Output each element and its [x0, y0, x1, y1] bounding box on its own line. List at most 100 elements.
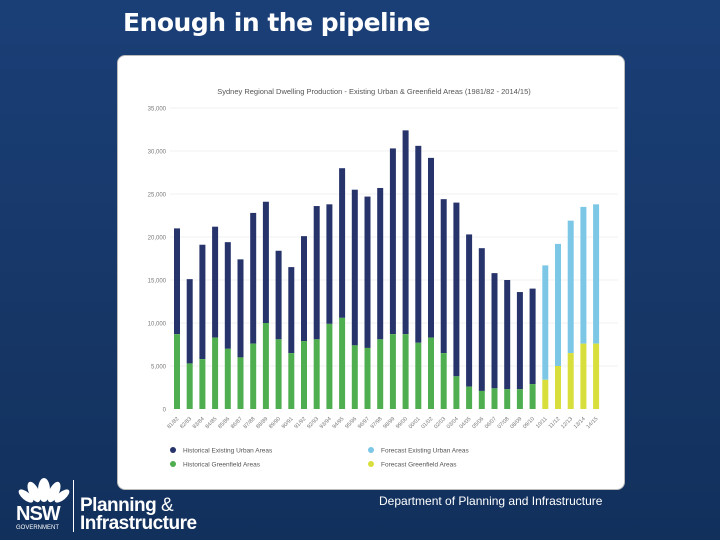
- bar-historical-greenfield: [212, 337, 219, 409]
- x-tick-label: 90/91: [281, 416, 295, 430]
- y-tick-label: 20,000: [148, 236, 167, 242]
- logo-government-text: GOVERNMENT: [16, 525, 60, 531]
- bar-historical-greenfield: [491, 388, 498, 409]
- bar-historical-urban: [364, 196, 371, 348]
- bar-forecast-urban: [593, 204, 600, 344]
- x-tick-label: 91/92: [293, 416, 307, 430]
- bar-forecast-urban: [542, 265, 549, 380]
- bar-historical-urban: [377, 187, 384, 340]
- legend-label: Forecast Existing Urban Areas: [381, 448, 470, 455]
- bar-historical-greenfield: [504, 389, 511, 409]
- legend-label: Historical Existing Urban Areas: [183, 448, 273, 455]
- bar-historical-greenfield: [466, 386, 473, 409]
- bar-historical-urban: [415, 145, 422, 343]
- x-tick-label: 13/14: [573, 416, 587, 430]
- x-tick-label: 98/99: [382, 416, 396, 430]
- x-tick-label: 02/03: [433, 416, 447, 430]
- bar-historical-urban: [301, 236, 307, 342]
- bar-historical-greenfield: [364, 347, 371, 409]
- x-tick-label: 86/87: [230, 416, 244, 430]
- y-tick-label: 5,000: [151, 365, 167, 371]
- bar-historical-greenfield: [326, 323, 333, 409]
- bar-historical-urban: [339, 168, 346, 318]
- x-tick-label: 05/06: [471, 416, 485, 430]
- bar-historical-greenfield: [428, 337, 434, 409]
- bar-historical-greenfield: [186, 363, 193, 409]
- x-tick-label: 83/84: [192, 416, 206, 430]
- y-tick-label: 30,000: [148, 150, 167, 156]
- bar-historical-greenfield: [453, 376, 460, 409]
- bar-forecast-greenfield: [593, 343, 600, 409]
- x-tick-label: 85/86: [217, 416, 231, 430]
- chart-title: Sydney Regional Dwelling Production - Ex…: [217, 87, 531, 96]
- bar-historical-urban: [402, 130, 409, 335]
- bar-historical-urban: [326, 204, 333, 324]
- x-tick-label: 01/02: [420, 416, 434, 430]
- bar-historical-greenfield: [389, 334, 396, 409]
- legend-label: Forecast Greenfield Areas: [381, 462, 457, 469]
- bar-historical-urban: [186, 279, 193, 364]
- bar-historical-greenfield: [529, 384, 536, 409]
- bar-forecast-greenfield: [555, 366, 561, 409]
- bar-historical-greenfield: [199, 359, 206, 409]
- x-tick-label: 81/82: [166, 416, 180, 430]
- y-tick-label: 35,000: [148, 107, 167, 113]
- legend-marker: [368, 447, 374, 453]
- bar-historical-urban: [199, 244, 206, 360]
- x-tick-label: 04/05: [459, 416, 473, 430]
- bar-historical-greenfield: [174, 334, 180, 409]
- x-tick-label: 03/04: [446, 416, 460, 430]
- bar-historical-urban: [516, 292, 523, 390]
- dwelling-production-chart: Sydney Regional Dwelling Production - Ex…: [148, 87, 618, 469]
- bar-historical-greenfield: [351, 345, 358, 409]
- x-tick-label: 95/96: [344, 416, 358, 430]
- x-tick-label: 14/15: [586, 416, 600, 430]
- x-tick-label: 11/12: [548, 416, 562, 430]
- x-tick-label: 93/94: [319, 416, 333, 430]
- x-tick-label: 88/89: [255, 416, 269, 430]
- bar-historical-greenfield: [224, 348, 231, 409]
- footer-department: Department of Planning and Infrastructur…: [379, 494, 603, 508]
- bar-historical-urban: [262, 201, 269, 323]
- x-tick-label: 06/07: [484, 416, 498, 430]
- bar-historical-urban: [529, 288, 536, 385]
- bar-historical-urban: [174, 228, 180, 335]
- x-tick-label: 00/01: [408, 416, 422, 430]
- y-tick-label: 0: [163, 408, 167, 414]
- waratah-icon: [18, 478, 70, 503]
- bar-forecast-greenfield: [542, 379, 549, 409]
- bar-forecast-urban: [567, 220, 574, 354]
- bar-historical-greenfield: [301, 341, 307, 409]
- bar-historical-urban: [478, 248, 485, 391]
- bar-forecast-greenfield: [580, 343, 587, 409]
- bar-historical-urban: [212, 226, 219, 338]
- bar-historical-urban: [453, 202, 460, 377]
- x-tick-label: 89/90: [268, 416, 282, 430]
- bar-historical-greenfield: [377, 339, 384, 409]
- bar-historical-urban: [389, 148, 396, 335]
- x-tick-label: 97/98: [370, 416, 384, 430]
- y-tick-label: 25,000: [148, 193, 167, 199]
- logo-divider: [73, 480, 74, 532]
- y-tick-label: 15,000: [148, 279, 167, 285]
- logo-planning-text: Planning: [80, 495, 157, 516]
- bar-historical-greenfield: [478, 390, 485, 409]
- bar-historical-urban: [224, 242, 231, 349]
- bar-historical-greenfield: [288, 353, 295, 409]
- x-tick-label: 07/08: [497, 416, 511, 430]
- x-tick-label: 87/88: [243, 416, 257, 430]
- chart-image: Sydney Regional Dwelling Production - Ex…: [117, 55, 625, 490]
- bar-historical-urban: [428, 157, 434, 338]
- x-tick-label: 12/13: [560, 416, 574, 430]
- legend-marker: [170, 447, 176, 453]
- bar-historical-greenfield: [237, 357, 244, 409]
- bar-historical-urban: [466, 234, 473, 387]
- bar-historical-urban: [504, 280, 511, 390]
- bar-forecast-greenfield: [567, 353, 574, 409]
- logo-infrastructure-text: Infrastructure: [80, 513, 197, 534]
- bar-historical-urban: [275, 250, 282, 340]
- bar-historical-greenfield: [402, 334, 409, 409]
- x-tick-label: 96/97: [357, 416, 371, 430]
- logo-nsw-text: NSW: [16, 503, 61, 525]
- bar-historical-urban: [491, 273, 498, 389]
